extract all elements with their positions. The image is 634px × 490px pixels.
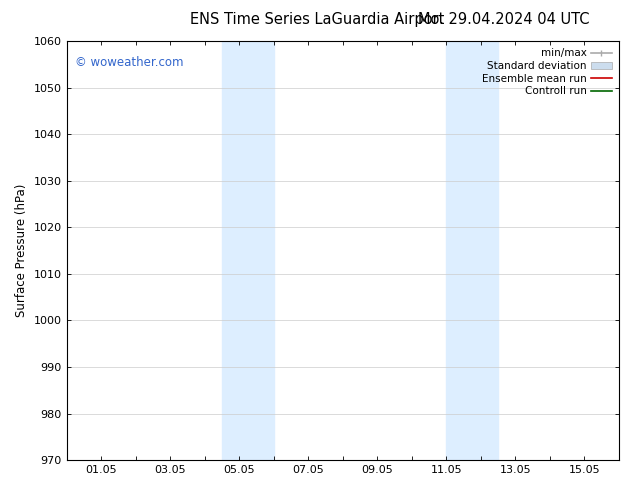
Bar (222, 41, 274, 460)
Text: ENS Time Series LaGuardia Airport: ENS Time Series LaGuardia Airport (190, 12, 444, 27)
Y-axis label: Surface Pressure (hPa): Surface Pressure (hPa) (15, 184, 28, 318)
Text: © woweather.com: © woweather.com (75, 56, 183, 69)
Legend: min/max, Standard deviation, Ensemble mean run, Controll run: min/max, Standard deviation, Ensemble me… (480, 46, 614, 98)
Text: Mo. 29.04.2024 04 UTC: Mo. 29.04.2024 04 UTC (418, 12, 590, 27)
Bar (446, 41, 498, 460)
